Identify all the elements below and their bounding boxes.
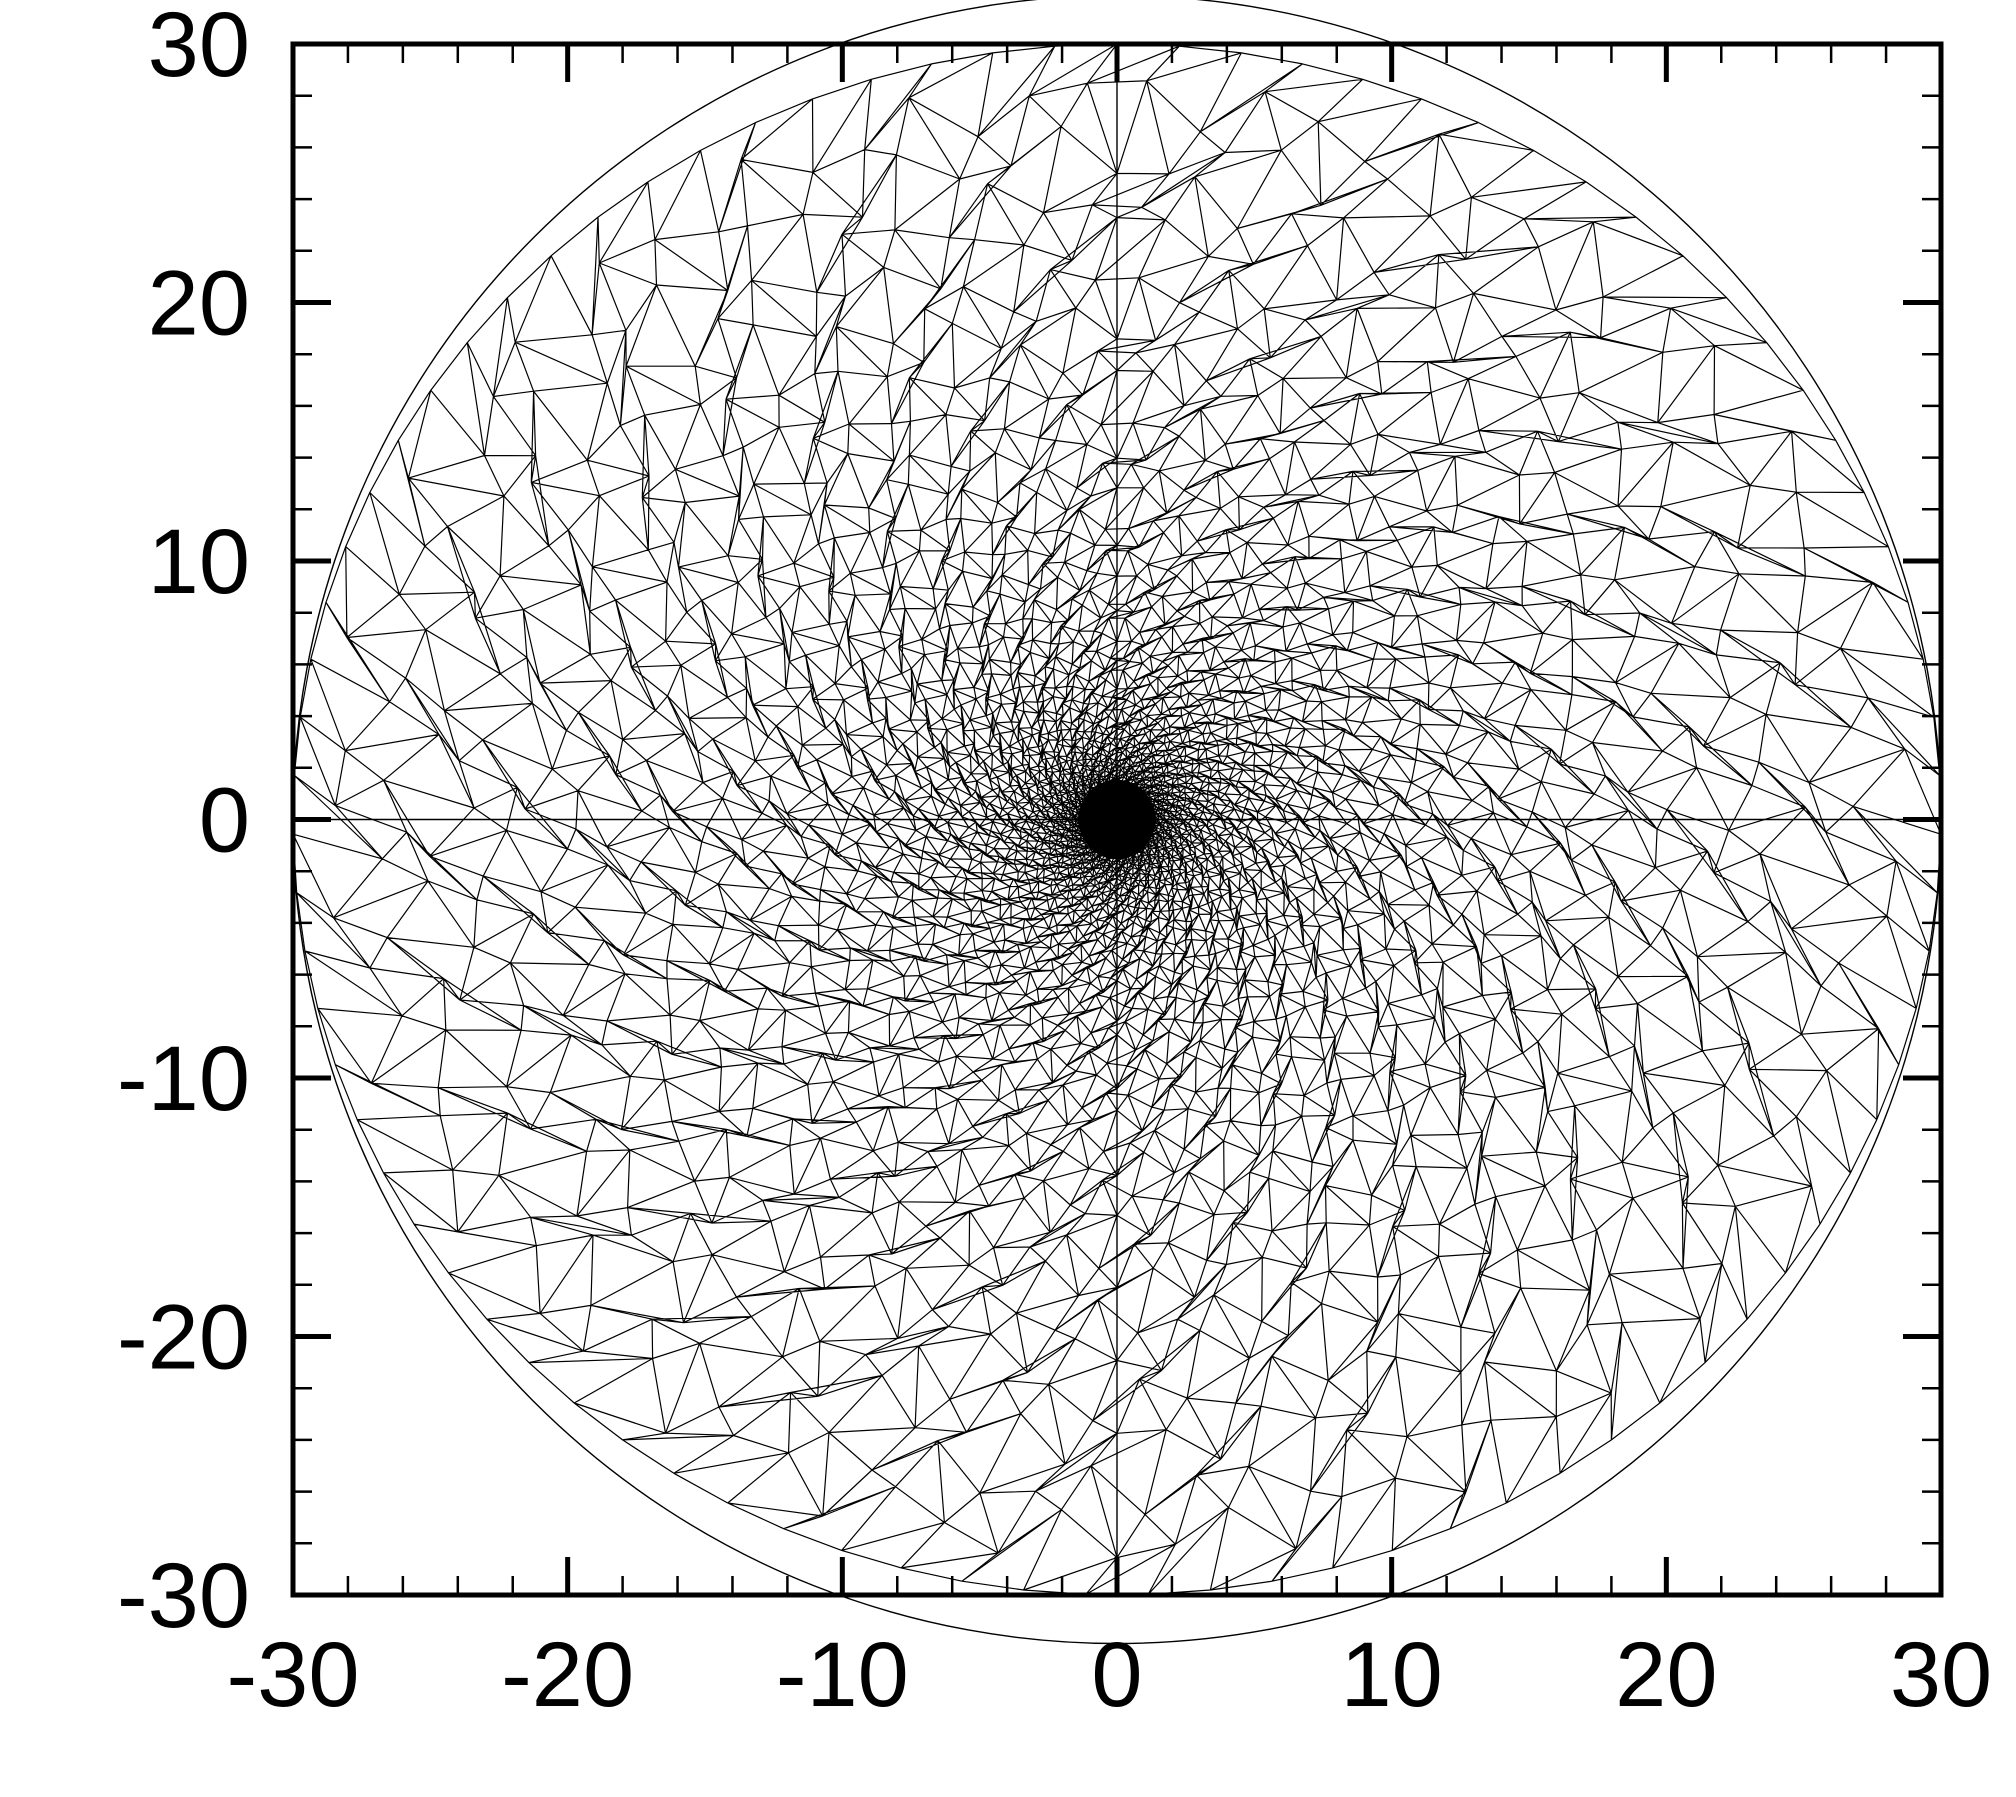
- mesh-refined-core: [1078, 779, 1156, 860]
- x-tick-label: 0: [1091, 1624, 1142, 1726]
- triangular-mesh: [292, 0, 1942, 1644]
- y-tick-label: 10: [148, 511, 250, 613]
- y-tick-label: 0: [199, 770, 250, 872]
- x-axis: -30 -20 -10 0 10 20 30: [227, 44, 1992, 1726]
- x-tick-label: 10: [1340, 1624, 1442, 1726]
- y-tick-label: -30: [117, 1545, 250, 1647]
- y-axis: -30 -20 -10 0 10 20 30: [117, 0, 1941, 1647]
- y-tick-label: -10: [117, 1028, 250, 1130]
- y-tick-label: -20: [117, 1287, 250, 1389]
- y-tick-label: 30: [148, 0, 250, 96]
- x-tick-label: 20: [1615, 1624, 1717, 1726]
- x-tick-label: 30: [1890, 1624, 1992, 1726]
- x-tick-label: -10: [776, 1624, 909, 1726]
- x-tick-label: -30: [227, 1624, 360, 1726]
- y-tick-label: 20: [148, 253, 250, 355]
- x-tick-label: -20: [501, 1624, 634, 1726]
